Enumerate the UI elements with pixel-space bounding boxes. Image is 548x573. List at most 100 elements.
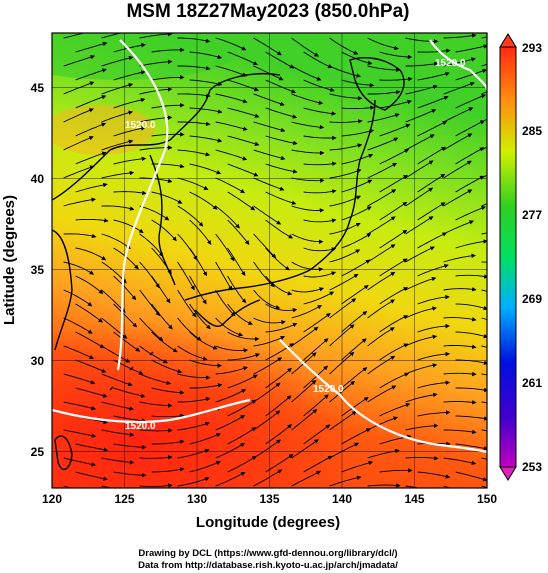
streamline — [75, 359, 107, 373]
streamline — [379, 148, 410, 165]
streamline — [367, 385, 397, 403]
streamline — [329, 475, 362, 487]
x-tick-label: 145 — [404, 492, 424, 506]
streamline — [63, 136, 94, 151]
streamline — [189, 107, 223, 114]
streamline — [101, 110, 134, 123]
y-tick-label: 35 — [31, 263, 45, 277]
streamline — [177, 121, 211, 127]
streamline — [177, 37, 211, 43]
streamline — [265, 79, 297, 94]
streamline — [341, 79, 375, 88]
streamline — [417, 202, 446, 221]
streamline — [265, 51, 295, 69]
streamline — [101, 55, 134, 67]
streamline — [75, 331, 105, 349]
streamline — [113, 247, 139, 270]
streamline — [291, 37, 319, 57]
streamline — [139, 233, 164, 257]
streamline — [455, 303, 487, 311]
streamline — [443, 287, 477, 292]
streamline — [215, 65, 248, 77]
streamline — [139, 289, 160, 317]
streamline — [443, 133, 473, 151]
streamline — [151, 219, 177, 242]
streamline — [75, 95, 107, 109]
streamline — [379, 343, 409, 361]
streamline — [379, 174, 408, 193]
streamline — [455, 415, 487, 421]
streamline — [303, 107, 337, 116]
streamline — [405, 276, 437, 291]
streamline — [443, 457, 477, 466]
streamline — [303, 424, 331, 445]
streamline — [291, 380, 317, 403]
streamline — [215, 177, 246, 194]
streamline — [253, 65, 284, 81]
chart-title: MSM 18Z27May2023 (850.0hPa) — [126, 1, 409, 22]
streamline — [139, 317, 164, 342]
streamline — [113, 97, 146, 109]
streamline — [227, 191, 256, 211]
streamline — [215, 366, 248, 375]
wind-streamlines — [63, 33, 487, 488]
streamline — [177, 317, 202, 341]
streamline — [265, 163, 298, 174]
streamline — [291, 149, 325, 156]
streamline — [151, 439, 185, 445]
streamline — [215, 205, 240, 229]
streamline — [63, 33, 96, 39]
streamline — [265, 343, 295, 361]
streamline — [63, 197, 96, 207]
streamline — [253, 177, 285, 191]
streamline — [215, 289, 236, 317]
streamline — [177, 345, 208, 361]
streamline — [139, 59, 173, 67]
streamline — [215, 345, 249, 353]
streamline — [455, 274, 487, 279]
contour-label: 1520.0 — [125, 120, 156, 131]
streamline — [341, 153, 374, 165]
streamline — [101, 139, 134, 151]
streamline — [227, 107, 260, 118]
streamline — [329, 222, 361, 235]
streamline — [101, 33, 134, 39]
streamline — [291, 261, 324, 272]
streamline — [253, 410, 281, 431]
streamline — [253, 149, 286, 161]
streamline — [75, 303, 104, 323]
streamline — [101, 429, 135, 437]
height-contours — [52, 39, 487, 454]
streamline — [189, 191, 218, 210]
streamline — [253, 205, 282, 225]
streamline — [189, 433, 221, 445]
streamline — [227, 275, 247, 304]
streamline — [379, 402, 411, 417]
streamline — [417, 323, 451, 333]
streamline — [113, 275, 137, 301]
streamline — [265, 454, 294, 473]
streamline — [151, 75, 185, 81]
streamline — [405, 84, 438, 95]
streamline — [101, 373, 133, 387]
streamline — [455, 147, 485, 165]
streamline — [139, 428, 173, 433]
streamline — [455, 206, 486, 221]
streamline — [443, 429, 477, 435]
streamline — [405, 134, 435, 151]
streamline — [177, 421, 210, 431]
streamline — [227, 374, 258, 389]
streamline — [113, 156, 147, 165]
streamline — [443, 371, 477, 377]
streamline — [215, 121, 248, 131]
streamline — [227, 331, 260, 342]
streamline — [417, 173, 446, 193]
streamline — [189, 135, 223, 143]
streamline — [367, 113, 400, 123]
streamline — [63, 429, 97, 438]
streamline — [151, 47, 185, 53]
streamline — [379, 123, 411, 137]
streamline — [417, 351, 451, 361]
streamline — [405, 423, 439, 431]
x-tick-label: 120 — [42, 492, 62, 506]
